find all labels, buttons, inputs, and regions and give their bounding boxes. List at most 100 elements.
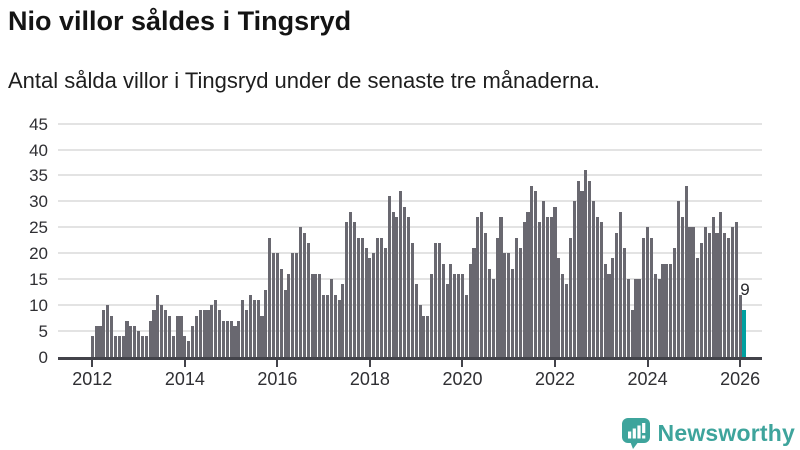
bar xyxy=(237,320,241,357)
bar xyxy=(295,253,299,357)
bar xyxy=(171,336,175,357)
bar xyxy=(472,248,476,357)
y-axis-tick-label: 20 xyxy=(29,244,48,264)
x-axis-tick xyxy=(646,360,649,367)
bar xyxy=(110,315,114,357)
x-axis-tick-label: 2016 xyxy=(257,369,298,389)
x-axis-tick xyxy=(554,360,557,367)
bar xyxy=(345,222,349,357)
bar xyxy=(144,336,148,357)
bar xyxy=(603,263,607,357)
bar xyxy=(723,232,727,357)
bar xyxy=(121,336,125,357)
bar xyxy=(90,336,94,357)
bar xyxy=(256,299,260,357)
bar xyxy=(325,294,330,357)
bar xyxy=(495,237,499,357)
x-axis-tick-label: 2020 xyxy=(442,369,483,389)
x-axis-tick xyxy=(461,360,464,367)
x-axis-tick xyxy=(183,360,186,367)
bar xyxy=(680,216,684,357)
bar xyxy=(576,180,580,357)
bar xyxy=(522,222,526,357)
bar xyxy=(341,284,345,357)
bar xyxy=(484,232,488,357)
bar xyxy=(460,274,465,357)
bar xyxy=(233,325,237,357)
bar xyxy=(665,263,669,357)
bar xyxy=(379,237,384,357)
bar xyxy=(626,279,630,357)
bar xyxy=(129,325,133,357)
bar xyxy=(102,310,106,357)
bar xyxy=(549,216,553,357)
page-subtitle: Antal sålda villor i Tingsryd under de s… xyxy=(8,68,600,93)
newsworthy-logo[interactable]: Newsworthy xyxy=(621,416,795,450)
y-axis-tick-label: 45 xyxy=(29,114,48,134)
bar xyxy=(333,294,337,357)
bar xyxy=(669,263,673,357)
bar xyxy=(468,263,472,357)
newsworthy-wordmark: Newsworthy xyxy=(657,419,795,446)
bar xyxy=(595,216,599,357)
bar xyxy=(699,242,704,357)
bar xyxy=(738,294,742,357)
y-axis-tick-label: 35 xyxy=(29,166,48,186)
bar xyxy=(653,274,657,357)
bar xyxy=(279,268,283,357)
bar xyxy=(191,325,195,357)
highlighted-bar xyxy=(742,310,746,357)
bar xyxy=(360,237,364,357)
y-axis-tick-label: 0 xyxy=(38,348,48,367)
bar xyxy=(167,315,171,357)
x-axis-tick-label: 2022 xyxy=(534,369,576,389)
bar xyxy=(518,248,522,357)
bar xyxy=(376,237,380,357)
bar xyxy=(491,279,495,357)
bar xyxy=(553,206,557,357)
bar xyxy=(414,284,418,357)
bar xyxy=(94,325,98,357)
bar xyxy=(410,242,414,357)
bar xyxy=(403,206,407,357)
bar xyxy=(422,315,426,357)
x-axis-line xyxy=(58,357,762,360)
bar xyxy=(217,310,222,357)
bar xyxy=(511,268,515,357)
bar xyxy=(726,237,731,357)
bar xyxy=(684,185,688,357)
y-axis-tick-label: 30 xyxy=(29,192,48,212)
bar xyxy=(464,294,468,357)
bar xyxy=(244,310,249,357)
y-axis-tick-label: 25 xyxy=(29,218,48,238)
bar xyxy=(383,248,387,357)
bar xyxy=(337,299,341,357)
bar xyxy=(198,310,202,357)
bar xyxy=(514,237,518,357)
bar xyxy=(210,305,214,357)
bar xyxy=(630,310,634,357)
bar xyxy=(580,191,584,357)
bar xyxy=(607,274,611,357)
bar xyxy=(565,284,569,357)
bar xyxy=(364,248,368,357)
bar xyxy=(499,216,503,357)
bar xyxy=(140,336,144,357)
bar xyxy=(538,222,542,357)
y-axis-tick-label: 40 xyxy=(29,140,48,160)
bar xyxy=(271,253,276,357)
bar xyxy=(526,211,530,357)
bar xyxy=(252,299,256,357)
x-axis-tick xyxy=(91,360,94,367)
bar xyxy=(352,222,357,357)
bar xyxy=(642,237,646,357)
bar xyxy=(418,305,422,357)
bar xyxy=(133,325,137,357)
bar xyxy=(703,227,707,357)
bar xyxy=(241,299,245,357)
bar xyxy=(160,305,164,357)
bar xyxy=(634,279,638,357)
x-axis-tick xyxy=(368,360,371,367)
